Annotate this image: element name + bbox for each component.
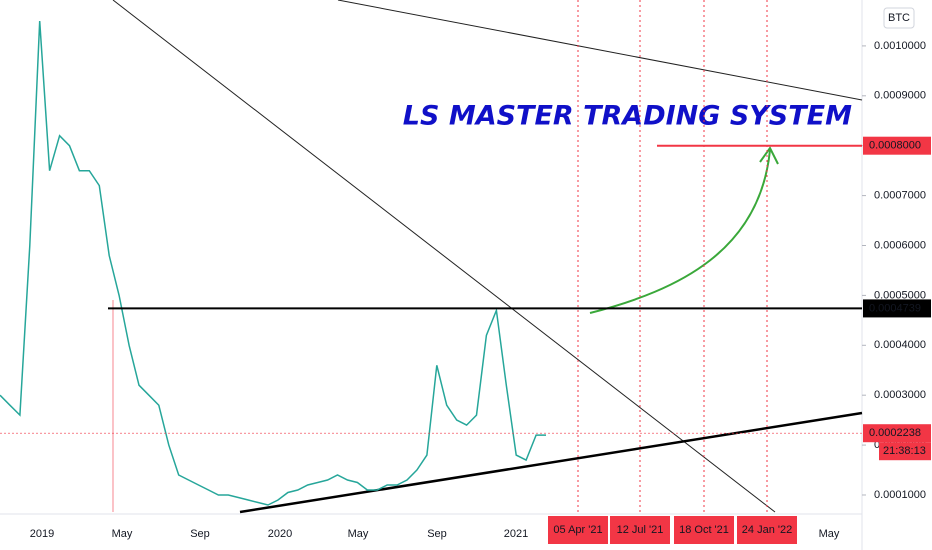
event-tag — [674, 516, 734, 544]
price-tag — [863, 299, 931, 318]
price-tag-label: 0.0002238 — [869, 427, 921, 439]
event-tag — [548, 516, 608, 544]
event-label: 18 Oct '21 — [679, 524, 729, 536]
chart-title: LS MASTER TRADING SYSTEM — [403, 101, 852, 132]
price-tag — [863, 136, 931, 155]
x-tick-label: 2020 — [268, 528, 292, 540]
trend-line — [337, 0, 863, 101]
price-tag-label: 0.0004739 — [869, 302, 921, 314]
arrow-head — [759, 146, 779, 165]
event-tag — [737, 516, 797, 544]
currency: BTC — [888, 12, 910, 24]
event-label: 24 Jan '22 — [742, 524, 792, 536]
x-tick-label: 2021 — [504, 528, 528, 540]
x-tick-label: May — [348, 528, 369, 540]
x-tick-label: 2019 — [30, 528, 54, 540]
event-label: 12 Jul '21 — [617, 524, 664, 536]
x-tick-label: Sep — [190, 528, 210, 540]
event-label: 05 Apr '21 — [553, 524, 602, 536]
price-line — [0, 20, 546, 506]
y-tick-label: 0.0006000 — [874, 239, 926, 251]
price-tag-label: 0.0008000 — [869, 140, 921, 152]
countdown: 21:38:13 — [883, 445, 926, 457]
x-tick-label: Sep — [427, 528, 447, 540]
y-tick-label: 0.0007000 — [874, 190, 926, 202]
x-tick-label: May — [112, 528, 133, 540]
trend-line — [112, 0, 776, 513]
currency-box — [883, 7, 915, 29]
y-tick-label: 0.0003000 — [874, 389, 926, 401]
price-tag — [863, 424, 931, 443]
y-tick-label: 0.0001000 — [874, 489, 926, 501]
event-tag — [610, 516, 670, 544]
y-tick-label: 0.0004000 — [874, 339, 926, 351]
support-line — [239, 411, 863, 514]
y-tick-label: 0.0005000 — [874, 289, 926, 301]
projection-arrow — [589, 149, 771, 314]
y-tick-label: 0.0009000 — [874, 90, 926, 102]
x-tick-label: May — [819, 528, 840, 540]
countdown-tag — [879, 442, 931, 461]
y-tick-label: 0.0010000 — [874, 40, 926, 52]
